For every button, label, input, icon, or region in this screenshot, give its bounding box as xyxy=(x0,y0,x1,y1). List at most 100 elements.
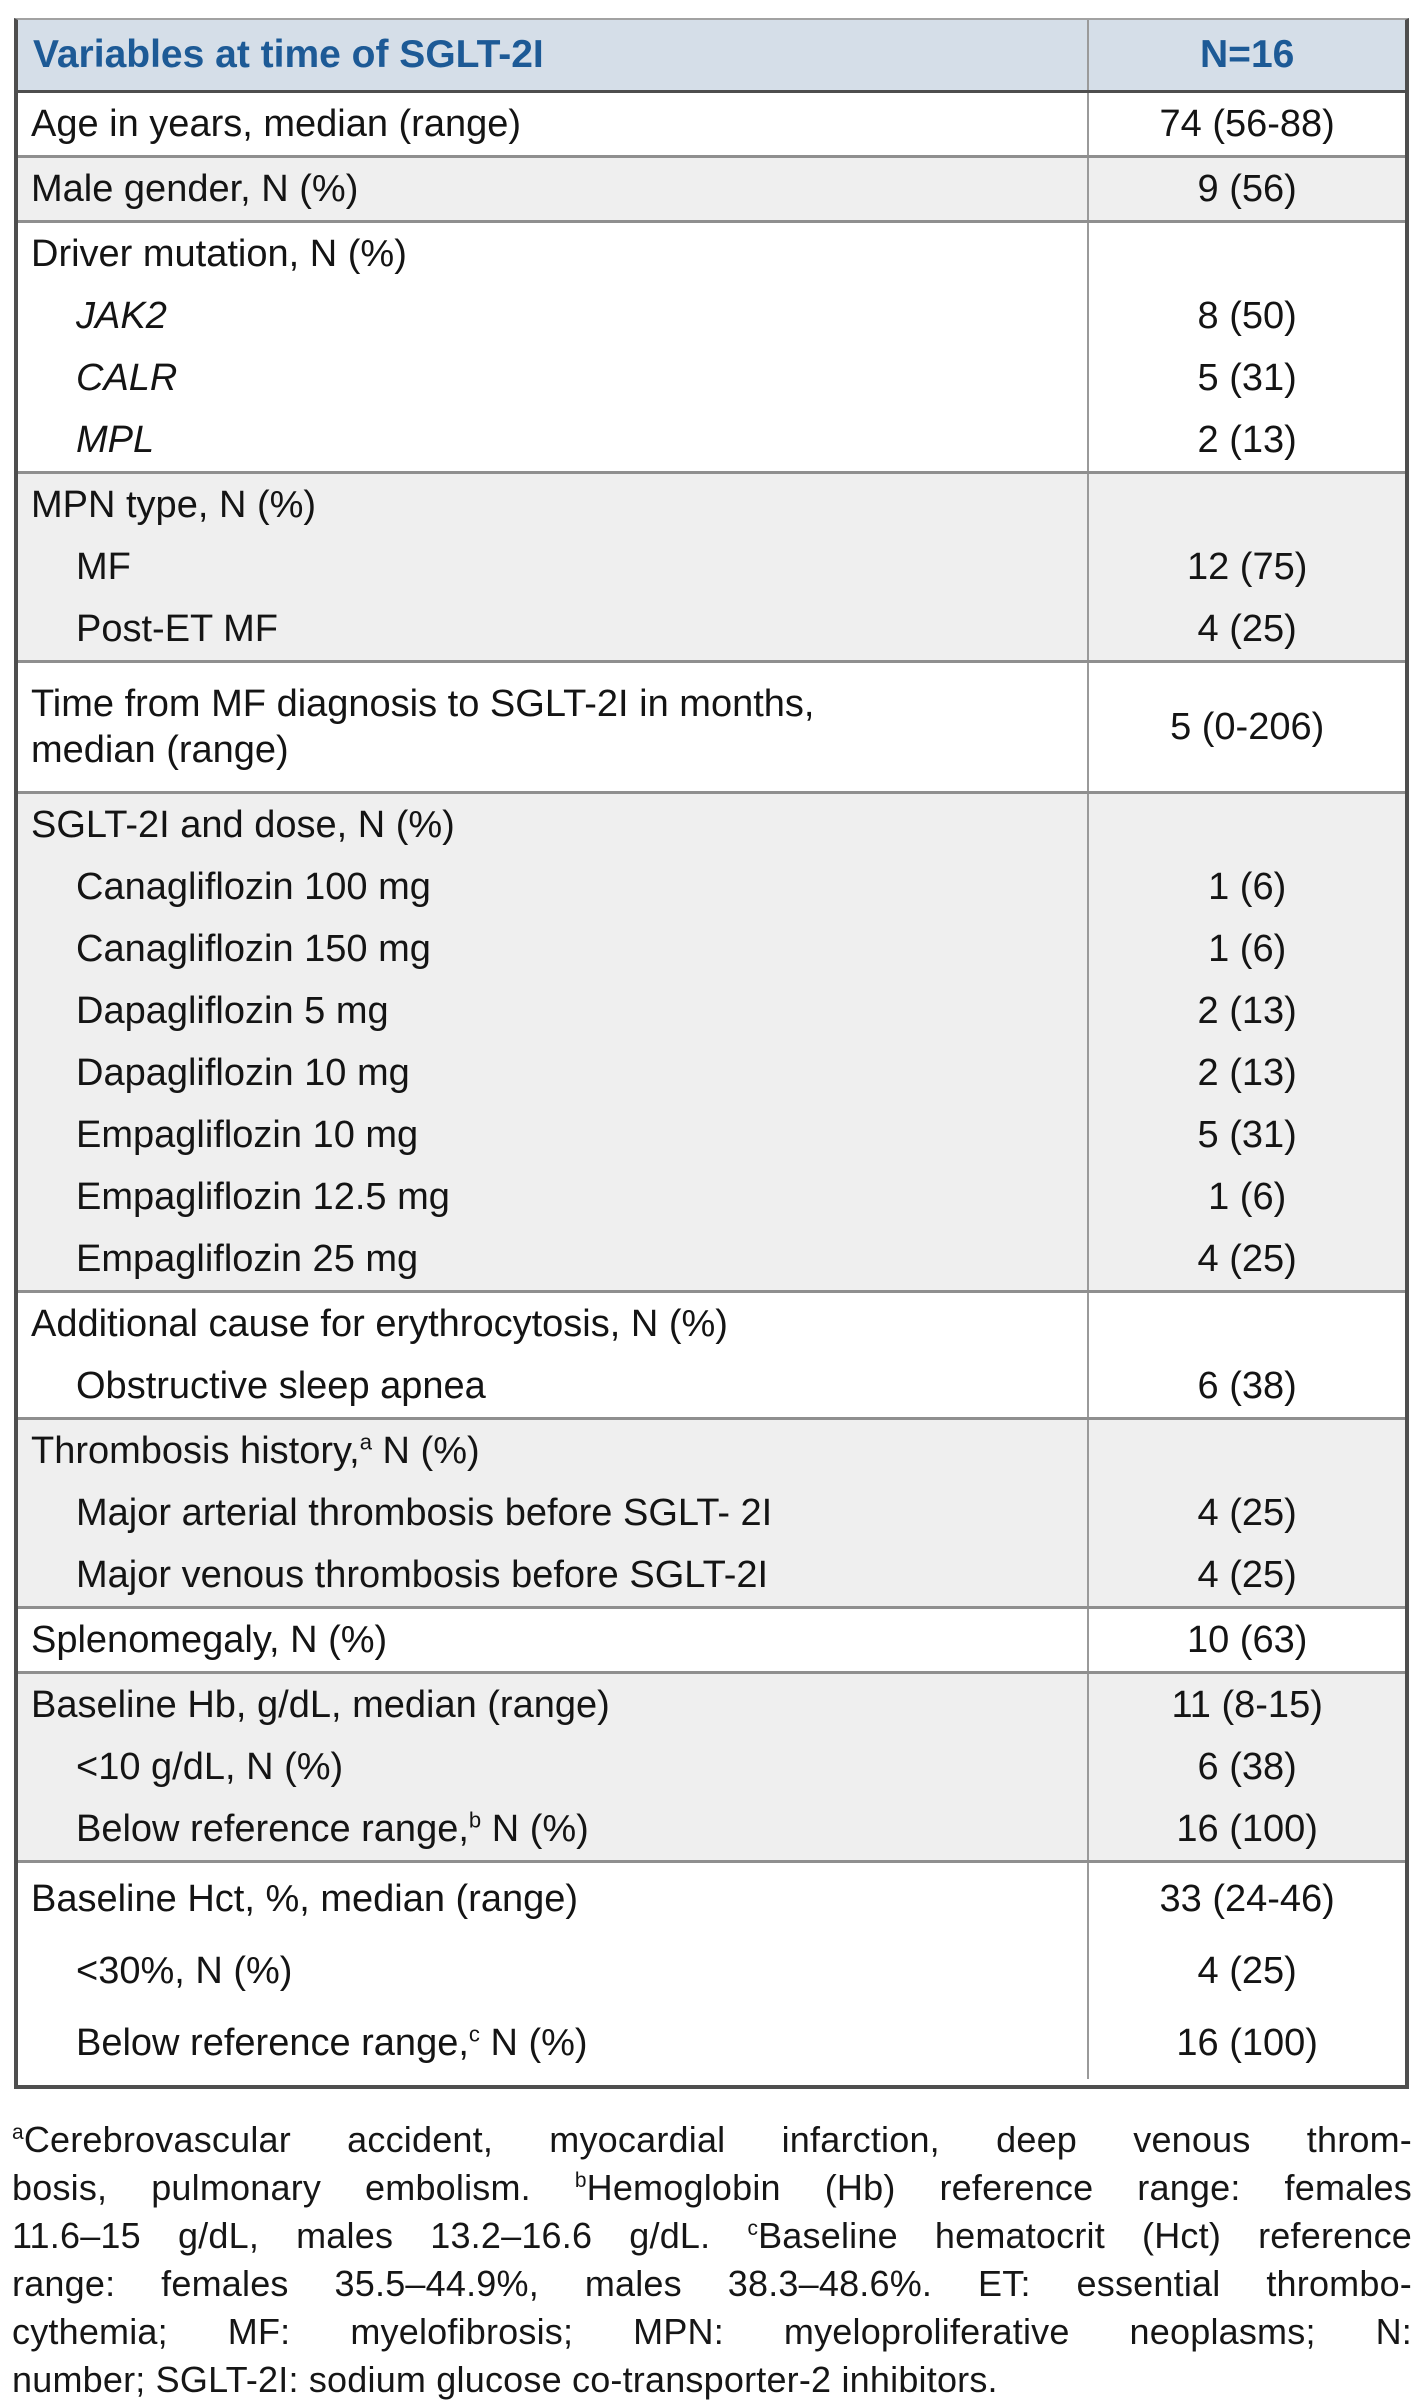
table-row: MPN type, N (%) xyxy=(18,474,1405,536)
row-label: MPL xyxy=(76,419,155,461)
header-variables-label: Variables at time of SGLT-2I xyxy=(33,33,544,76)
table-group: Baseline Hb, g/dL, median (range) 11 (8-1… xyxy=(18,1671,1405,1860)
row-label: <10 g/dL, N (%) xyxy=(76,1746,344,1788)
row-label: Age in years, median (range) xyxy=(31,103,522,145)
row-label: Dapagliflozin 10 mg xyxy=(76,1052,410,1094)
row-value xyxy=(1087,223,1405,285)
table-group: Male gender, N (%) 9 (56) xyxy=(18,155,1405,220)
row-value: 11 (8-15) xyxy=(1087,1674,1405,1736)
row-label: MPN type, N (%) xyxy=(31,484,317,526)
table-body: Age in years, median (range) 74 (56-88) Ma… xyxy=(18,93,1405,2085)
row-value: 5 (0-206) xyxy=(1087,663,1405,791)
row-value: 16 (100) xyxy=(1087,1798,1405,1860)
row-label: <30%, N (%) xyxy=(76,1950,293,1992)
row-value: 74 (56-88) xyxy=(1087,93,1405,155)
table-row: Empagliflozin 12.5 mg 1 (6) xyxy=(18,1166,1405,1228)
table-row: Baseline Hct, %, median (range) 33 (24-46… xyxy=(18,1863,1405,1935)
row-label: Canagliflozin 150 mg xyxy=(76,928,431,970)
row-value: 6 (38) xyxy=(1087,1355,1405,1417)
row-label: Empagliflozin 12.5 mg xyxy=(76,1176,450,1218)
superscript-marker: a xyxy=(12,2121,24,2144)
table-row: Additional cause for erythrocytosis, N (… xyxy=(18,1293,1405,1355)
table-row: SGLT-2I and dose, N (%) xyxy=(18,794,1405,856)
row-value: 2 (13) xyxy=(1087,980,1405,1042)
footnote-line: cythemia; MF: myelofibrosis; MPN: myelop… xyxy=(12,2311,1412,2352)
row-value: 4 (25) xyxy=(1087,1228,1405,1290)
row-label: Empagliflozin 10 mg xyxy=(76,1114,419,1156)
table-row: CALR 5 (31) xyxy=(18,347,1405,409)
row-label: Splenomegaly, N (%) xyxy=(31,1619,388,1661)
row-value: 4 (25) xyxy=(1087,1935,1405,2007)
row-value xyxy=(1087,794,1405,856)
row-value: 6 (38) xyxy=(1087,1736,1405,1798)
table-group: Time from MF diagnosis to SGLT-2I in mon… xyxy=(18,660,1405,791)
footnote-line: 11.6–15 g/dL, males 13.2–16.6 g/dL. cBas… xyxy=(12,2215,1412,2256)
table-header-row: Variables at time of SGLT-2I N=16 xyxy=(18,20,1405,93)
row-value: 33 (24-46) xyxy=(1087,1863,1405,1935)
table-row: <10 g/dL, N (%) 6 (38) xyxy=(18,1736,1405,1798)
superscript-marker: b xyxy=(574,2169,587,2192)
table-group: Driver mutation, N (%) JAK2 8 (50) CALR 5 (3… xyxy=(18,220,1405,471)
row-label: Male gender, N (%) xyxy=(31,168,359,210)
superscript-marker: b xyxy=(468,1807,482,1833)
table-row: Dapagliflozin 5 mg 2 (13) xyxy=(18,980,1405,1042)
footnote: aCerebrovascular accident, myocardial in… xyxy=(12,2116,1412,2404)
table-row: Baseline Hb, g/dL, median (range) 11 (8-1… xyxy=(18,1674,1405,1736)
table-row: Post-ET MF 4 (25) xyxy=(18,598,1405,660)
summary-table: Variables at time of SGLT-2I N=16 Age in… xyxy=(14,18,1409,2089)
row-label: Baseline Hb, g/dL, median (range) xyxy=(31,1684,610,1726)
row-label: Time from MF diagnosis to SGLT-2I in mon… xyxy=(31,683,815,771)
table-group: Splenomegaly, N (%) 10 (63) xyxy=(18,1606,1405,1671)
row-label: Baseline Hct, %, median (range) xyxy=(31,1878,579,1920)
table-row: Empagliflozin 10 mg 5 (31) xyxy=(18,1104,1405,1166)
row-label: Empagliflozin 25 mg xyxy=(76,1238,419,1280)
row-label: MF xyxy=(76,546,131,588)
footnote-line: number; SGLT-2I: sodium glucose co-trans… xyxy=(12,2359,998,2400)
table-group: MPN type, N (%) MF 12 (75) Post-ET MF 4 (25) xyxy=(18,471,1405,660)
row-value: 1 (6) xyxy=(1087,918,1405,980)
row-value: 12 (75) xyxy=(1087,536,1405,598)
row-value: 9 (56) xyxy=(1087,158,1405,220)
row-label: Major venous thrombosis before SGLT-2I xyxy=(76,1554,769,1596)
table-row: Splenomegaly, N (%) 10 (63) xyxy=(18,1609,1405,1671)
table-row: Male gender, N (%) 9 (56) xyxy=(18,158,1405,220)
table-row: Age in years, median (range) 74 (56-88) xyxy=(18,93,1405,155)
superscript-marker: c xyxy=(468,2021,480,2047)
row-label: Dapagliflozin 5 mg xyxy=(76,990,389,1032)
table-row: Driver mutation, N (%) xyxy=(18,223,1405,285)
row-value: 16 (100) xyxy=(1087,2007,1405,2079)
table-row: <30%, N (%) 4 (25) xyxy=(18,1935,1405,2007)
table-group: Additional cause for erythrocytosis, N (… xyxy=(18,1290,1405,1417)
table-row: Major venous thrombosis before SGLT-2I 4 … xyxy=(18,1544,1405,1606)
table-group: SGLT-2I and dose, N (%) Canagliflozin 100… xyxy=(18,791,1405,1290)
row-value: 5 (31) xyxy=(1087,1104,1405,1166)
superscript-marker: a xyxy=(359,1429,372,1455)
table-row: Empagliflozin 25 mg 4 (25) xyxy=(18,1228,1405,1290)
table-row: Canagliflozin 150 mg 1 (6) xyxy=(18,918,1405,980)
row-value: 8 (50) xyxy=(1087,285,1405,347)
header-n-label: N=16 xyxy=(1087,20,1405,90)
row-value xyxy=(1087,474,1405,536)
row-value: 4 (25) xyxy=(1087,1482,1405,1544)
row-label: SGLT-2I and dose, N (%) xyxy=(31,804,455,846)
row-label: Thrombosis history,a N (%) xyxy=(31,1429,480,1472)
row-value: 1 (6) xyxy=(1087,856,1405,918)
row-label: Post-ET MF xyxy=(76,608,278,650)
row-value: 5 (31) xyxy=(1087,347,1405,409)
row-label: CALR xyxy=(76,357,178,399)
row-value xyxy=(1087,1293,1405,1355)
row-label: Driver mutation, N (%) xyxy=(31,233,407,275)
row-label: Below reference range,b N (%) xyxy=(76,1807,589,1850)
table-row: Dapagliflozin 10 mg 2 (13) xyxy=(18,1042,1405,1104)
table-row: MPL 2 (13) xyxy=(18,409,1405,471)
row-value: 10 (63) xyxy=(1087,1609,1405,1671)
table-row: MF 12 (75) xyxy=(18,536,1405,598)
superscript-marker: c xyxy=(747,2217,759,2240)
footnote-line: bosis, pulmonary embolism. bHemoglobin (… xyxy=(12,2167,1412,2208)
row-label: Canagliflozin 100 mg xyxy=(76,866,431,908)
table-row: Below reference range,c N (%) 16 (100) xyxy=(18,2007,1405,2079)
row-label: Below reference range,c N (%) xyxy=(76,2021,588,2064)
table-row: Major arterial thrombosis before SGLT- 2… xyxy=(18,1482,1405,1544)
table-group: Thrombosis history,a N (%) Major arterial… xyxy=(18,1417,1405,1606)
